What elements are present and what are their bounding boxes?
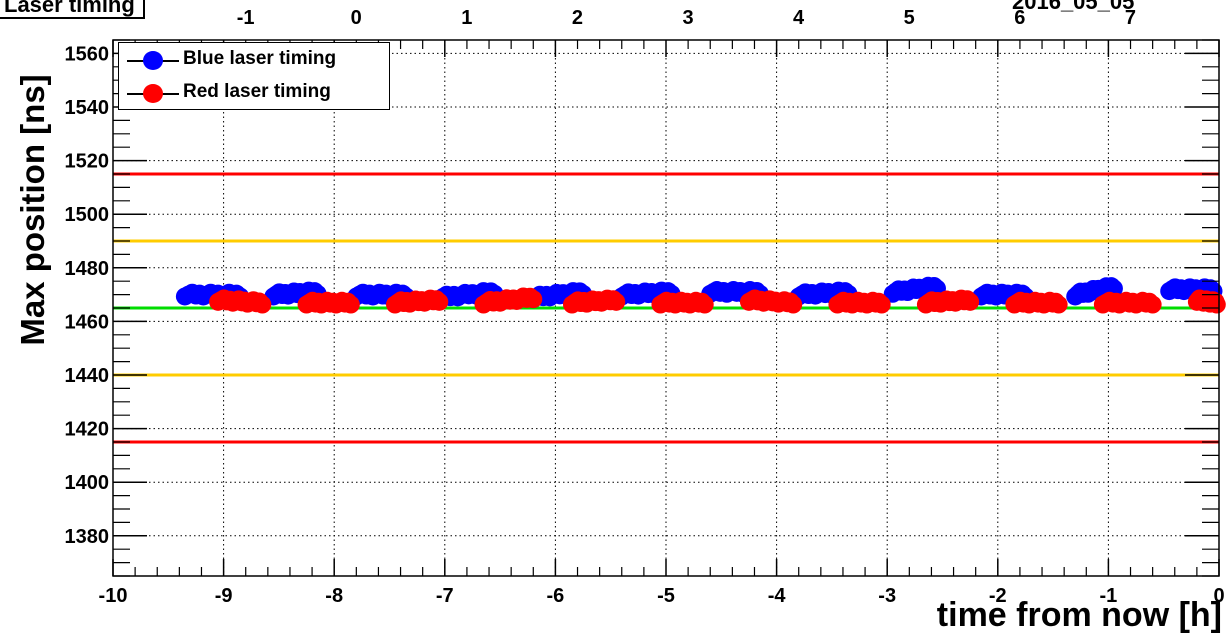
data-point xyxy=(342,296,360,314)
y-tick-label: 1400 xyxy=(65,472,110,494)
x-tick-label: -6 xyxy=(547,585,565,607)
data-point xyxy=(524,290,542,308)
x-tick-label: -4 xyxy=(768,585,787,607)
top-tick-label: -1 xyxy=(237,7,255,29)
top-tick-label: 3 xyxy=(682,7,693,29)
data-point xyxy=(1208,296,1226,314)
top-tick-label: 0 xyxy=(351,7,362,29)
top-tick-label: 4 xyxy=(793,7,805,29)
y-axis-label: Max position [ns] xyxy=(14,74,51,345)
data-point xyxy=(430,293,448,311)
legend-marker-red xyxy=(143,84,163,103)
x-axis-label: time from now [h] xyxy=(937,596,1222,634)
x-tick-label: -5 xyxy=(657,585,675,607)
legend-label-red: Red laser timing xyxy=(183,81,331,103)
x-tick-label: -3 xyxy=(878,585,896,607)
data-point xyxy=(1144,296,1162,314)
x-tick-label: -8 xyxy=(325,585,343,607)
top-tick-label: 5 xyxy=(904,7,915,29)
y-tick-label: 1380 xyxy=(65,526,110,548)
legend-label-blue: Blue laser timing xyxy=(183,48,336,70)
date-label: 2016_05_05 xyxy=(1012,0,1134,13)
y-tick-label: 1420 xyxy=(65,419,110,441)
legend-marker-blue xyxy=(143,51,163,70)
data-point xyxy=(784,296,802,314)
y-tick-label: 1500 xyxy=(65,204,110,226)
data-point xyxy=(253,296,271,314)
data-point xyxy=(696,296,714,314)
legend-item-blue: Blue laser timing xyxy=(119,45,389,75)
data-point xyxy=(1050,296,1068,314)
data-point xyxy=(961,293,979,311)
top-tick-label: 2 xyxy=(572,7,583,29)
x-tick-label: -10 xyxy=(99,585,128,607)
y-tick-label: 1520 xyxy=(65,151,110,173)
y-tick-label: 1480 xyxy=(65,258,110,280)
y-tick-label: 1540 xyxy=(65,97,110,119)
top-tick-label: 1 xyxy=(461,7,472,29)
legend-item-red: Red laser timing xyxy=(119,78,389,108)
chart-title: Laser timing xyxy=(0,0,145,19)
y-tick-label: 1460 xyxy=(65,311,110,333)
data-point xyxy=(873,296,891,314)
x-tick-label: -7 xyxy=(436,585,454,607)
legend: Blue laser timing Red laser timing xyxy=(118,42,390,110)
y-tick-label: 1440 xyxy=(65,365,110,387)
x-tick-label: -9 xyxy=(215,585,233,607)
data-point xyxy=(607,293,625,311)
y-tick-label: 1560 xyxy=(65,43,110,65)
